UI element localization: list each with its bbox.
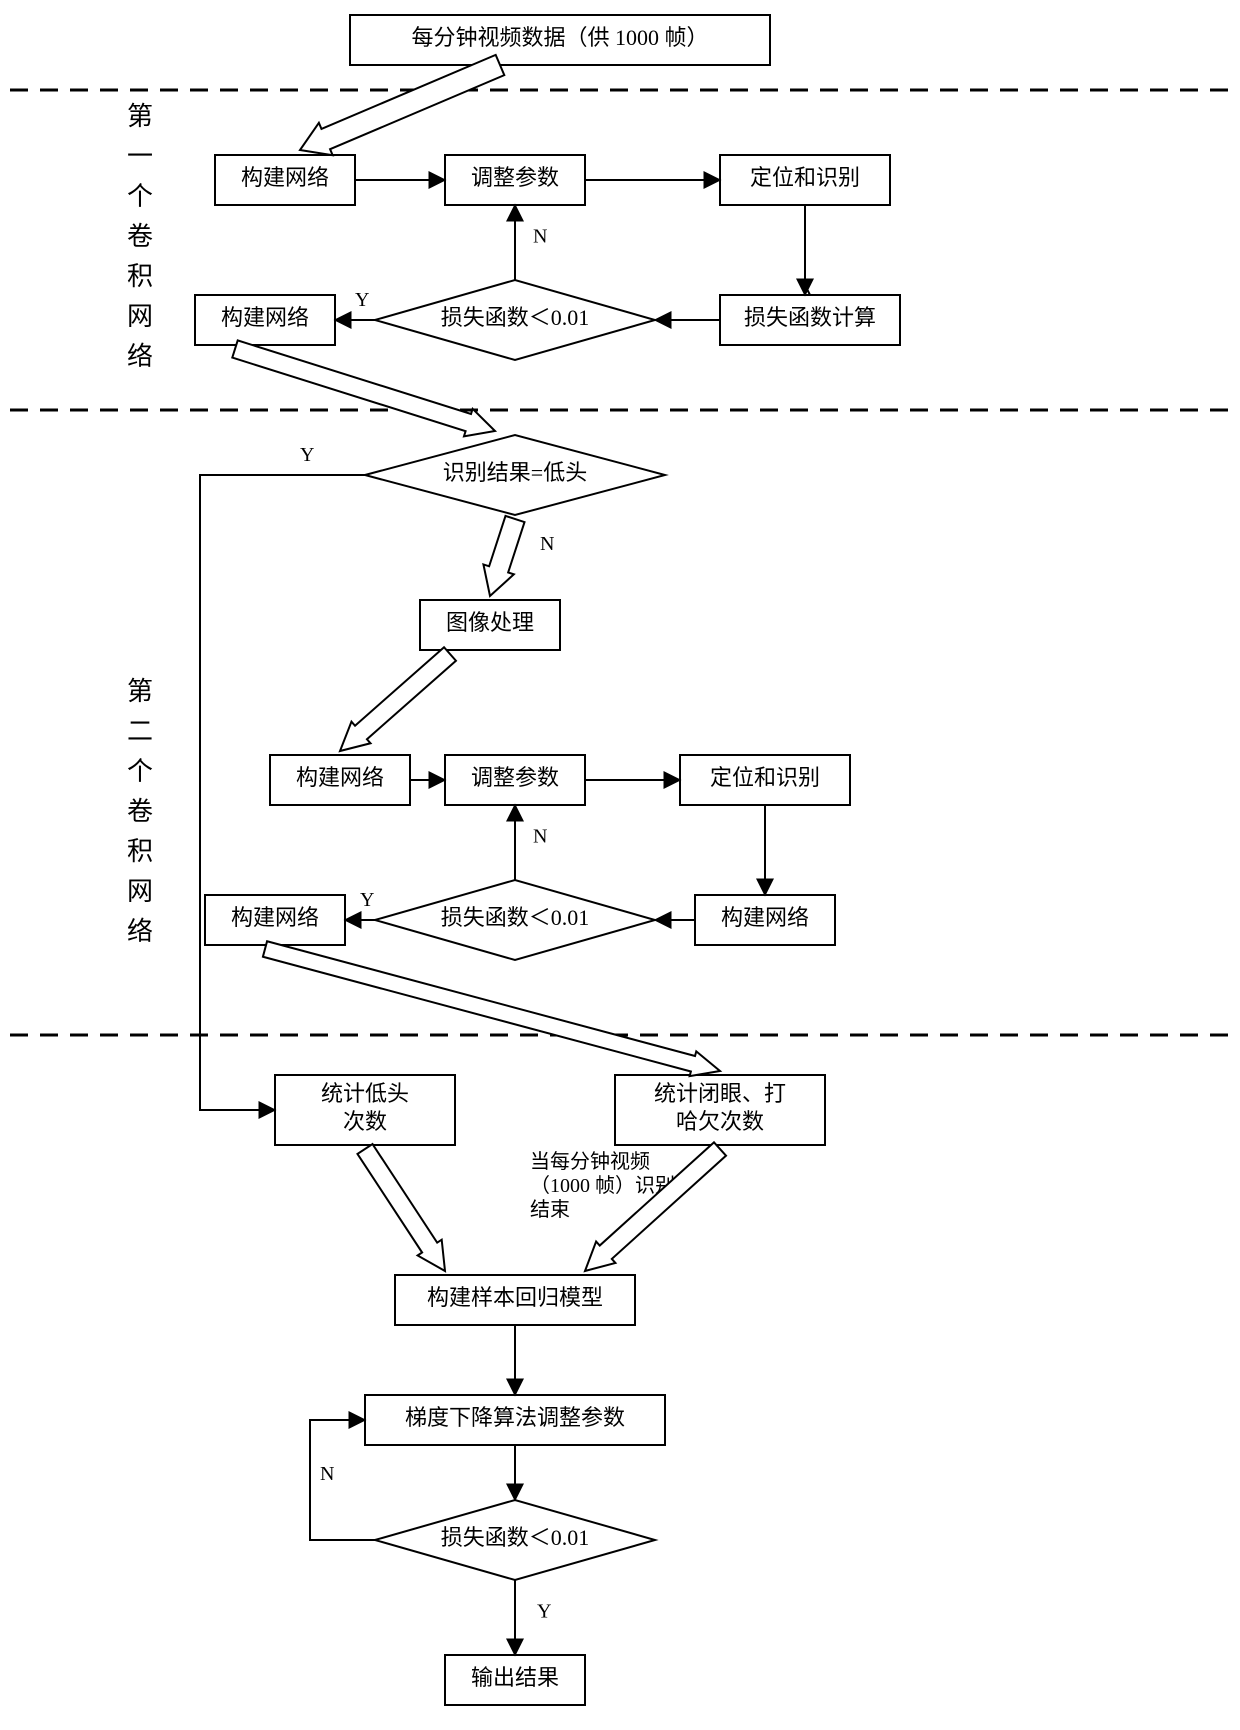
block-arrow — [483, 516, 524, 596]
block-arrow — [357, 1144, 445, 1271]
section-label: 络 — [127, 917, 153, 946]
flow-label: 次数 — [343, 1109, 387, 1134]
flow-label: 构建网络 — [231, 905, 319, 930]
flow-label: 图像处理 — [446, 610, 534, 635]
flow-label: N — [540, 533, 554, 555]
section-label: 个 — [127, 757, 153, 786]
flow-label: 损失函数计算 — [744, 305, 876, 330]
flow-label: 定位和识别 — [750, 165, 860, 190]
flow-label: 构建网络 — [221, 305, 309, 330]
flow-label: N — [533, 226, 547, 248]
section-label: 卷 — [127, 797, 153, 826]
section-label: 积 — [127, 262, 153, 291]
flow-label: 构建网络 — [296, 765, 384, 790]
flow-label: 梯度下降算法调整参数 — [405, 1405, 625, 1430]
block-arrow — [340, 647, 456, 751]
flow-label: 损失函数＜0.01 — [441, 905, 590, 930]
flow-label: 构建样本回归模型 — [427, 1285, 603, 1310]
flow-label: 统计低头 — [321, 1081, 409, 1106]
flow-label: 损失函数＜0.01 — [441, 1525, 590, 1550]
flow-label: N — [533, 826, 547, 848]
flow-label: 每分钟视频数据（供 1000 帧） — [411, 25, 708, 50]
section-label: 络 — [127, 342, 153, 371]
block-arrow — [300, 55, 504, 155]
section-label: 积 — [127, 837, 153, 866]
flow-label: 构建网络 — [241, 165, 329, 190]
flow-label: Y — [537, 1601, 551, 1623]
section-label: 卷 — [127, 222, 153, 251]
flow-label: 当每分钟视频 — [530, 1150, 650, 1173]
flow-label: 哈欠次数 — [676, 1109, 764, 1134]
flow-label: 定位和识别 — [710, 765, 820, 790]
flow-label: 统计闭眼、打 — [654, 1081, 786, 1106]
flow-label: 损失函数＜0.01 — [441, 305, 590, 330]
block-arrow — [232, 340, 495, 436]
section-label: 二 — [127, 717, 153, 746]
section-label: 一 — [127, 142, 153, 171]
flow-label: （1000 帧）识别 — [530, 1174, 675, 1197]
flow-label: 识别结果=低头 — [443, 460, 587, 485]
section-label: 网 — [127, 302, 153, 331]
section-label: 个 — [127, 182, 153, 211]
flow-label: Y — [355, 289, 369, 311]
flow-label: 输出结果 — [471, 1665, 559, 1690]
flow-label: Y — [360, 889, 374, 911]
flow-label: 构建网络 — [721, 905, 809, 930]
block-arrow — [263, 941, 720, 1076]
section-label: 第 — [127, 102, 153, 131]
section-label: 第 — [127, 677, 153, 706]
flow-label: 结束 — [530, 1198, 570, 1221]
flow-label: 调整参数 — [471, 765, 559, 790]
flow-label: Y — [300, 444, 314, 466]
flow-label: 调整参数 — [471, 165, 559, 190]
flow-label: N — [320, 1463, 334, 1485]
section-label: 网 — [127, 877, 153, 906]
